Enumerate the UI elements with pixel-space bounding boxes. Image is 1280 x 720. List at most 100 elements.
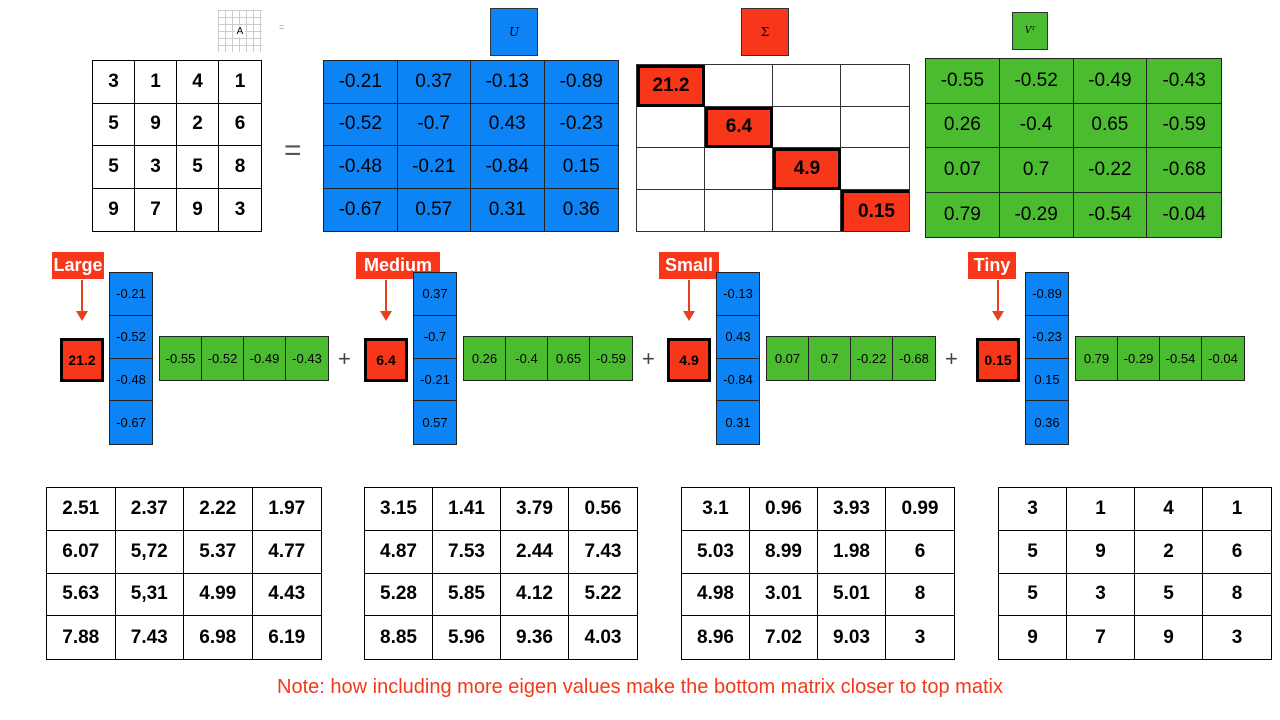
matrix-cell: 5,72 bbox=[115, 530, 184, 574]
matrix-cell: -0.52 bbox=[999, 59, 1074, 104]
note-text: Note: how including more eigen values ma… bbox=[277, 676, 1003, 698]
matrix-cell: 8 bbox=[219, 146, 261, 189]
matrix-cell: 5 bbox=[999, 573, 1067, 617]
matrix-cell: 4 bbox=[1135, 488, 1203, 531]
matrix-cell: 5.01 bbox=[818, 573, 886, 617]
v-row-cell: -0.52 bbox=[202, 337, 244, 380]
matrix-cell: 2.37 bbox=[115, 488, 184, 531]
matrix-cell: 9.03 bbox=[818, 616, 886, 659]
matrix-cell: 0.57 bbox=[398, 188, 471, 231]
matrix-cell: 0.31 bbox=[471, 188, 545, 231]
matrix-cell: -0.4 bbox=[999, 103, 1074, 148]
matrix-cell: 0.96 bbox=[750, 488, 818, 531]
v-row-cell: -0.55 bbox=[160, 337, 202, 380]
matrix-cell bbox=[773, 65, 841, 107]
term-sigma: 6.4 bbox=[364, 338, 408, 382]
matrix-cell: -0.23 bbox=[544, 104, 618, 146]
arrow-shaft bbox=[385, 280, 387, 312]
matrix-a-label-text: A bbox=[234, 25, 246, 37]
matrix-cell bbox=[841, 65, 909, 107]
v-row-cell: 0.65 bbox=[548, 337, 590, 380]
u-column: -0.21 -0.52 -0.48 -0.67 bbox=[109, 272, 153, 445]
matrix-cell: 2.51 bbox=[47, 488, 116, 531]
matrix-cell: 0.56 bbox=[569, 488, 637, 531]
term-tag: Large bbox=[52, 252, 104, 279]
matrix-cell: 6.07 bbox=[47, 530, 116, 574]
u-column-cell: 0.57 bbox=[422, 415, 448, 431]
matrix-cell: 1 bbox=[219, 61, 261, 104]
term-tag: Medium bbox=[356, 252, 440, 279]
matrix-cell: 2.44 bbox=[501, 530, 569, 574]
matrix-cell: 3.79 bbox=[501, 488, 569, 531]
matrix-cell bbox=[705, 189, 773, 231]
matrix-cell: 4.98 bbox=[682, 573, 750, 617]
arrow-head bbox=[380, 311, 392, 321]
matrix-cell: 3 bbox=[93, 61, 135, 104]
matrix-cell: 5.22 bbox=[569, 574, 637, 617]
arrow-head bbox=[683, 311, 695, 321]
matrix-cell: 4.99 bbox=[184, 573, 253, 617]
u-column-cell: -0.52 bbox=[110, 316, 152, 359]
matrix-cell: 4.03 bbox=[584, 626, 622, 648]
matrix-cell: 8 bbox=[886, 574, 954, 617]
matrix-cell: -0.13 bbox=[471, 61, 545, 104]
matrix-cell: 9 bbox=[1135, 616, 1203, 659]
matrix-cell: 7.88 bbox=[47, 616, 116, 659]
v-row-cell: -0.22 bbox=[851, 337, 893, 380]
matrix-cell: 5.03 bbox=[682, 530, 750, 574]
matrix-cell: -0.22 bbox=[1073, 148, 1148, 193]
matrix-cell bbox=[773, 106, 841, 148]
matrix-cell: 8 bbox=[1203, 574, 1271, 617]
v-label-text: Vᵀ bbox=[1024, 26, 1036, 36]
matrix-cell: 0.43 bbox=[471, 103, 545, 146]
matrix-cell: 6 bbox=[219, 104, 261, 146]
v-label: Vᵀ bbox=[1012, 12, 1048, 50]
reconstruction-matrix: 3.15 1.41 3.79 0.56 4.87 7.53 2.44 7.43 5.28 5.85… bbox=[364, 487, 638, 660]
arrow-shaft bbox=[688, 280, 690, 312]
matrix-cell: 0.37 bbox=[397, 61, 471, 104]
matrix-cell: 3.15 bbox=[365, 488, 433, 531]
matrix-cell: 6 bbox=[1203, 531, 1271, 574]
matrix-cell: 7.53 bbox=[433, 530, 501, 574]
u-column-cell: -0.48 bbox=[110, 359, 152, 402]
v-row-cell: -0.68 bbox=[899, 351, 929, 366]
arrow-head bbox=[76, 311, 88, 321]
matrix-cell bbox=[705, 148, 773, 190]
matrix-cell: -0.59 bbox=[1147, 104, 1221, 148]
matrix-cell: 1 bbox=[1203, 488, 1271, 531]
matrix-cell: 5.63 bbox=[47, 573, 116, 617]
matrix-cell: 7.02 bbox=[750, 616, 818, 659]
singular-value-cell: 21.2 bbox=[637, 65, 705, 107]
matrix-cell: 8.85 bbox=[365, 616, 433, 659]
v-row-cell: -0.29 bbox=[1118, 337, 1160, 380]
matrix-cell: 5 bbox=[93, 103, 135, 146]
matrix-cell: -0.89 bbox=[544, 61, 618, 104]
u-column: 0.37 -0.7 -0.21 0.57 bbox=[413, 272, 457, 445]
matrix-cell: 9.36 bbox=[501, 616, 569, 659]
singular-value-cell: 0.15 bbox=[841, 189, 909, 231]
matrix-cell: 0.99 bbox=[886, 488, 954, 531]
matrix-cell: 0.15 bbox=[544, 146, 618, 189]
matrix-cell: 0.7 bbox=[999, 148, 1074, 193]
matrix-cell: -0.29 bbox=[1000, 192, 1074, 237]
matrix-cell: 4.77 bbox=[252, 531, 321, 574]
matrix-cell: 2 bbox=[1135, 530, 1203, 574]
matrix-sigma: 21.2 6.4 4.9 0.15 bbox=[636, 64, 910, 232]
plus-sign: + bbox=[642, 346, 655, 371]
matrix-cell: 0.65 bbox=[1073, 103, 1148, 148]
matrix-cell: 1.41 bbox=[433, 488, 501, 531]
v-row-cell: 0.7 bbox=[809, 337, 851, 380]
matrix-u: -0.21 0.37 -0.13 -0.89 -0.52 -0.7 0.43 -0.23 -0.… bbox=[323, 60, 619, 232]
v-row-cell: 0.07 bbox=[767, 337, 809, 380]
matrix-a-label: A bbox=[218, 10, 262, 52]
matrix-cell: 5 bbox=[177, 146, 219, 189]
matrix-cell: 7.43 bbox=[569, 531, 637, 574]
arrow-head bbox=[992, 311, 1004, 321]
matrix-cell: 0.07 bbox=[926, 148, 1000, 193]
matrix-cell: 7 bbox=[135, 188, 177, 231]
matrix-cell: 3 bbox=[999, 488, 1067, 531]
matrix-cell: 3 bbox=[914, 626, 926, 648]
v-row: 0.26 -0.4 0.65 -0.59 bbox=[463, 336, 633, 381]
